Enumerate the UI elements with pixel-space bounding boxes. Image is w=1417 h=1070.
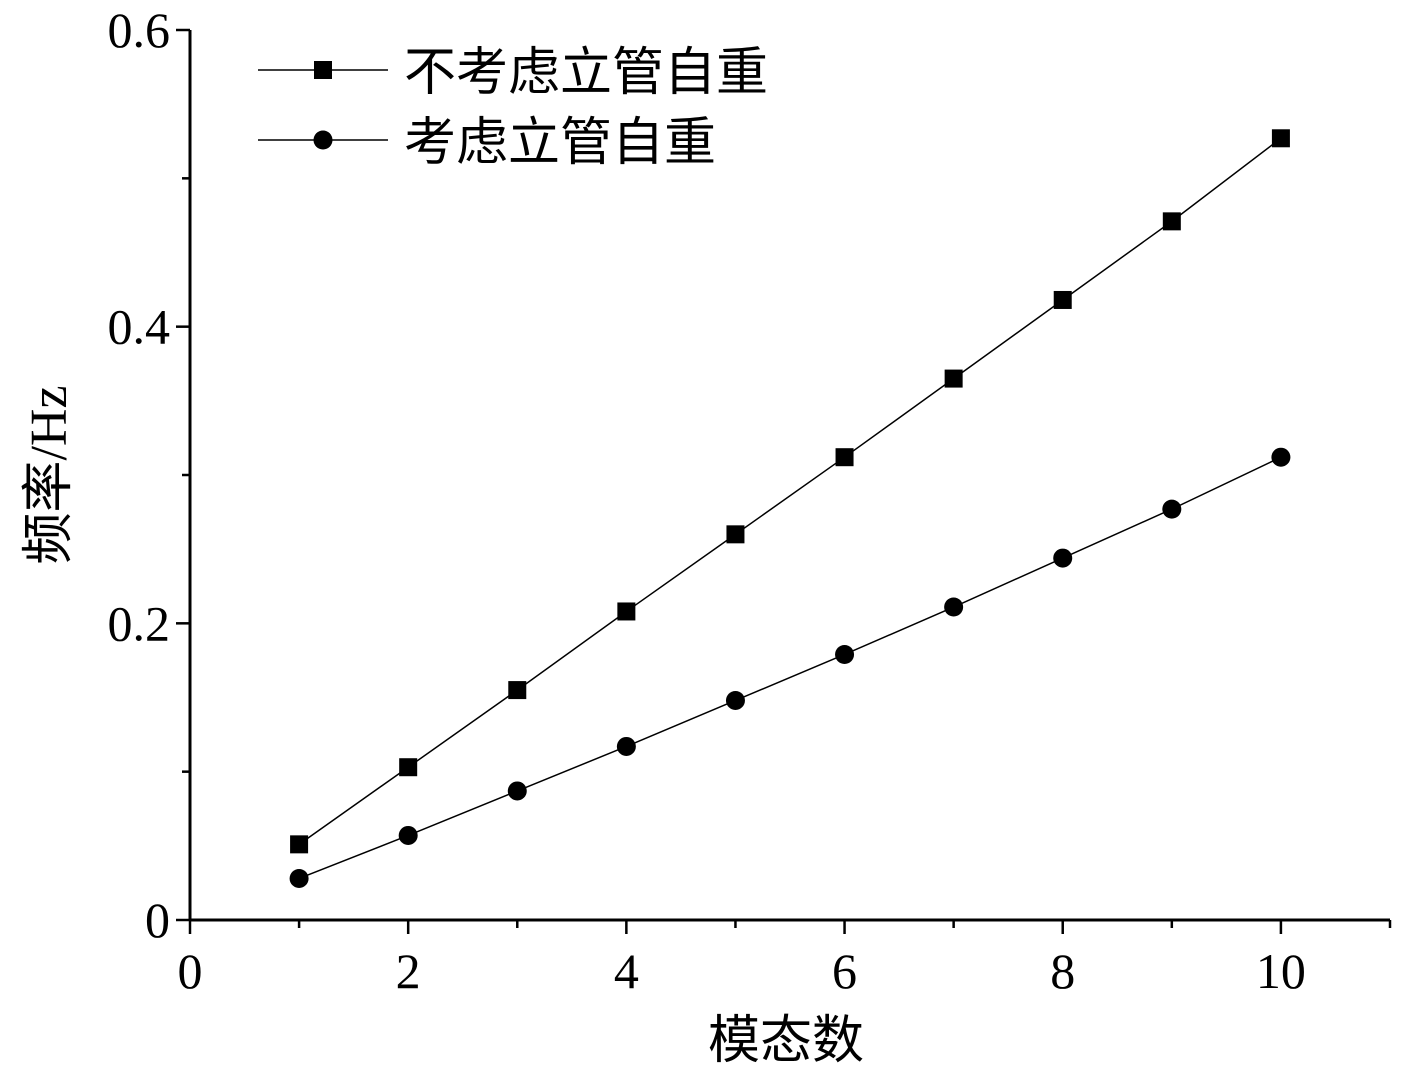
series-group (289, 129, 1291, 888)
x-axis-label: 模态数 (708, 1013, 864, 1070)
x-tick-label: 6 (832, 943, 857, 999)
x-tick-label: 2 (396, 943, 421, 999)
data-point (617, 602, 636, 621)
legend-marker (313, 130, 333, 150)
legend-marker (314, 61, 332, 79)
data-point (1053, 548, 1073, 568)
y-tick-label: 0.2 (108, 595, 171, 651)
data-point (508, 681, 527, 700)
data-point (726, 525, 745, 544)
x-tick-label: 0 (178, 943, 203, 999)
series-line (298, 456, 1282, 880)
axes: 0 2 4 6 8 10 0 0.2 0.4 0.6 (108, 2, 1392, 999)
data-point (616, 736, 636, 756)
data-point (835, 448, 854, 467)
legend-label: 考虑立管自重 (404, 115, 716, 172)
y-tick-label: 0.6 (108, 2, 171, 58)
y-tick-label: 0 (145, 892, 170, 948)
y-tick-label: 0.4 (108, 299, 171, 355)
x-tick-label: 8 (1050, 943, 1075, 999)
series-2 (289, 447, 1291, 888)
series-1 (290, 129, 1290, 854)
data-point (289, 868, 309, 888)
data-point (1271, 447, 1291, 467)
data-point (399, 758, 418, 777)
series-line (298, 137, 1282, 845)
data-point (944, 369, 963, 388)
y-axis-label: 频率/Hz (21, 385, 78, 564)
data-point (290, 835, 309, 854)
x-tick-label: 4 (614, 943, 639, 999)
data-point (725, 690, 745, 710)
data-point (1271, 129, 1290, 148)
data-point (398, 825, 418, 845)
x-tick-label: 10 (1256, 943, 1306, 999)
data-point (944, 597, 964, 617)
data-point (1162, 499, 1182, 519)
data-point (1162, 212, 1181, 231)
legend-item: 考虑立管自重 (258, 115, 716, 172)
data-point (1053, 290, 1072, 309)
legend-label: 不考虑立管自重 (404, 45, 768, 102)
legend-item: 不考虑立管自重 (258, 45, 768, 102)
data-point (835, 644, 855, 664)
data-point (507, 781, 527, 801)
